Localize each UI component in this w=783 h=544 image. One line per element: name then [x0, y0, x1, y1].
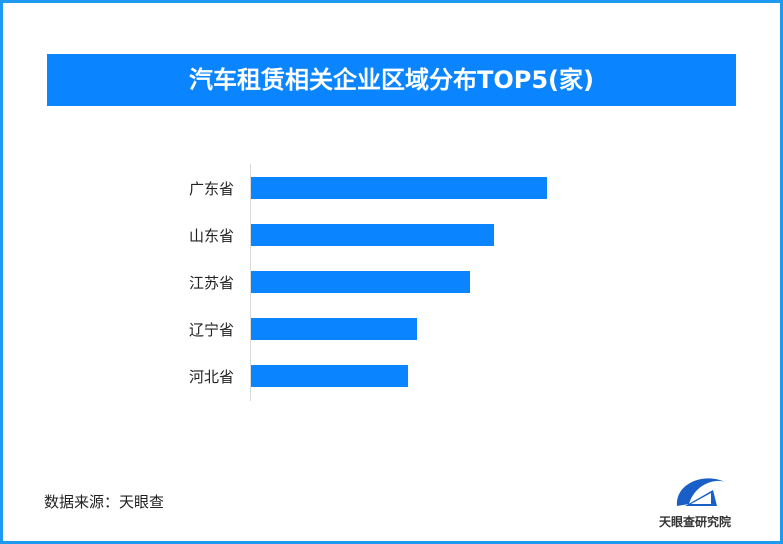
chart-title: 汽车租赁相关企业区域分布TOP5(家): [47, 54, 736, 106]
category-label: 河北省: [188, 368, 234, 386]
bar-山东省: [251, 224, 494, 246]
bar-江苏省: [251, 271, 471, 293]
tianyancha-logo-icon: [676, 478, 725, 506]
category-label: 辽宁省: [188, 321, 234, 339]
bar-辽宁省: [251, 318, 417, 340]
y-axis-line: [250, 164, 251, 401]
category-label: 山东省: [188, 227, 234, 245]
logo-text: 天眼查研究院: [659, 515, 732, 529]
bar-河北省: [251, 365, 408, 387]
category-label: 江苏省: [188, 274, 234, 292]
data-source: 数据来源：天眼查: [44, 493, 165, 511]
bar-广东省: [251, 177, 547, 199]
category-label: 广东省: [188, 180, 234, 198]
